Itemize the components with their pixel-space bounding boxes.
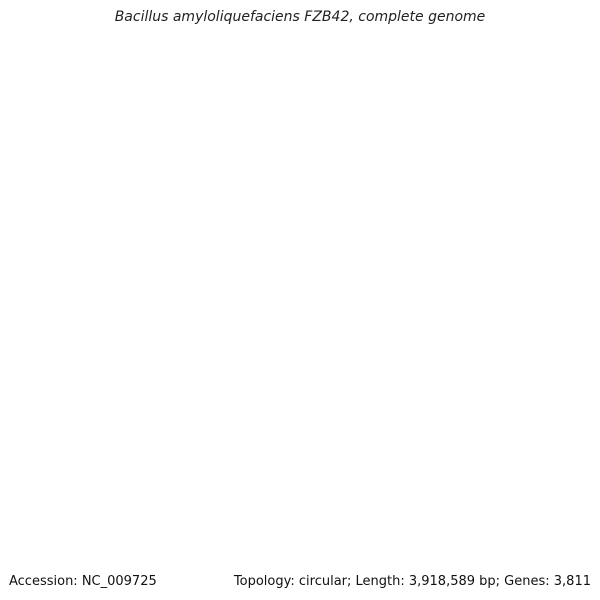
accession-text: Accession: NC_009725: [9, 574, 157, 589]
map-title: Bacillus amyloliquefaciens FZB42, comple…: [114, 9, 486, 25]
summary-text: Topology: circular; Length: 3,918,589 bp…: [233, 574, 591, 589]
